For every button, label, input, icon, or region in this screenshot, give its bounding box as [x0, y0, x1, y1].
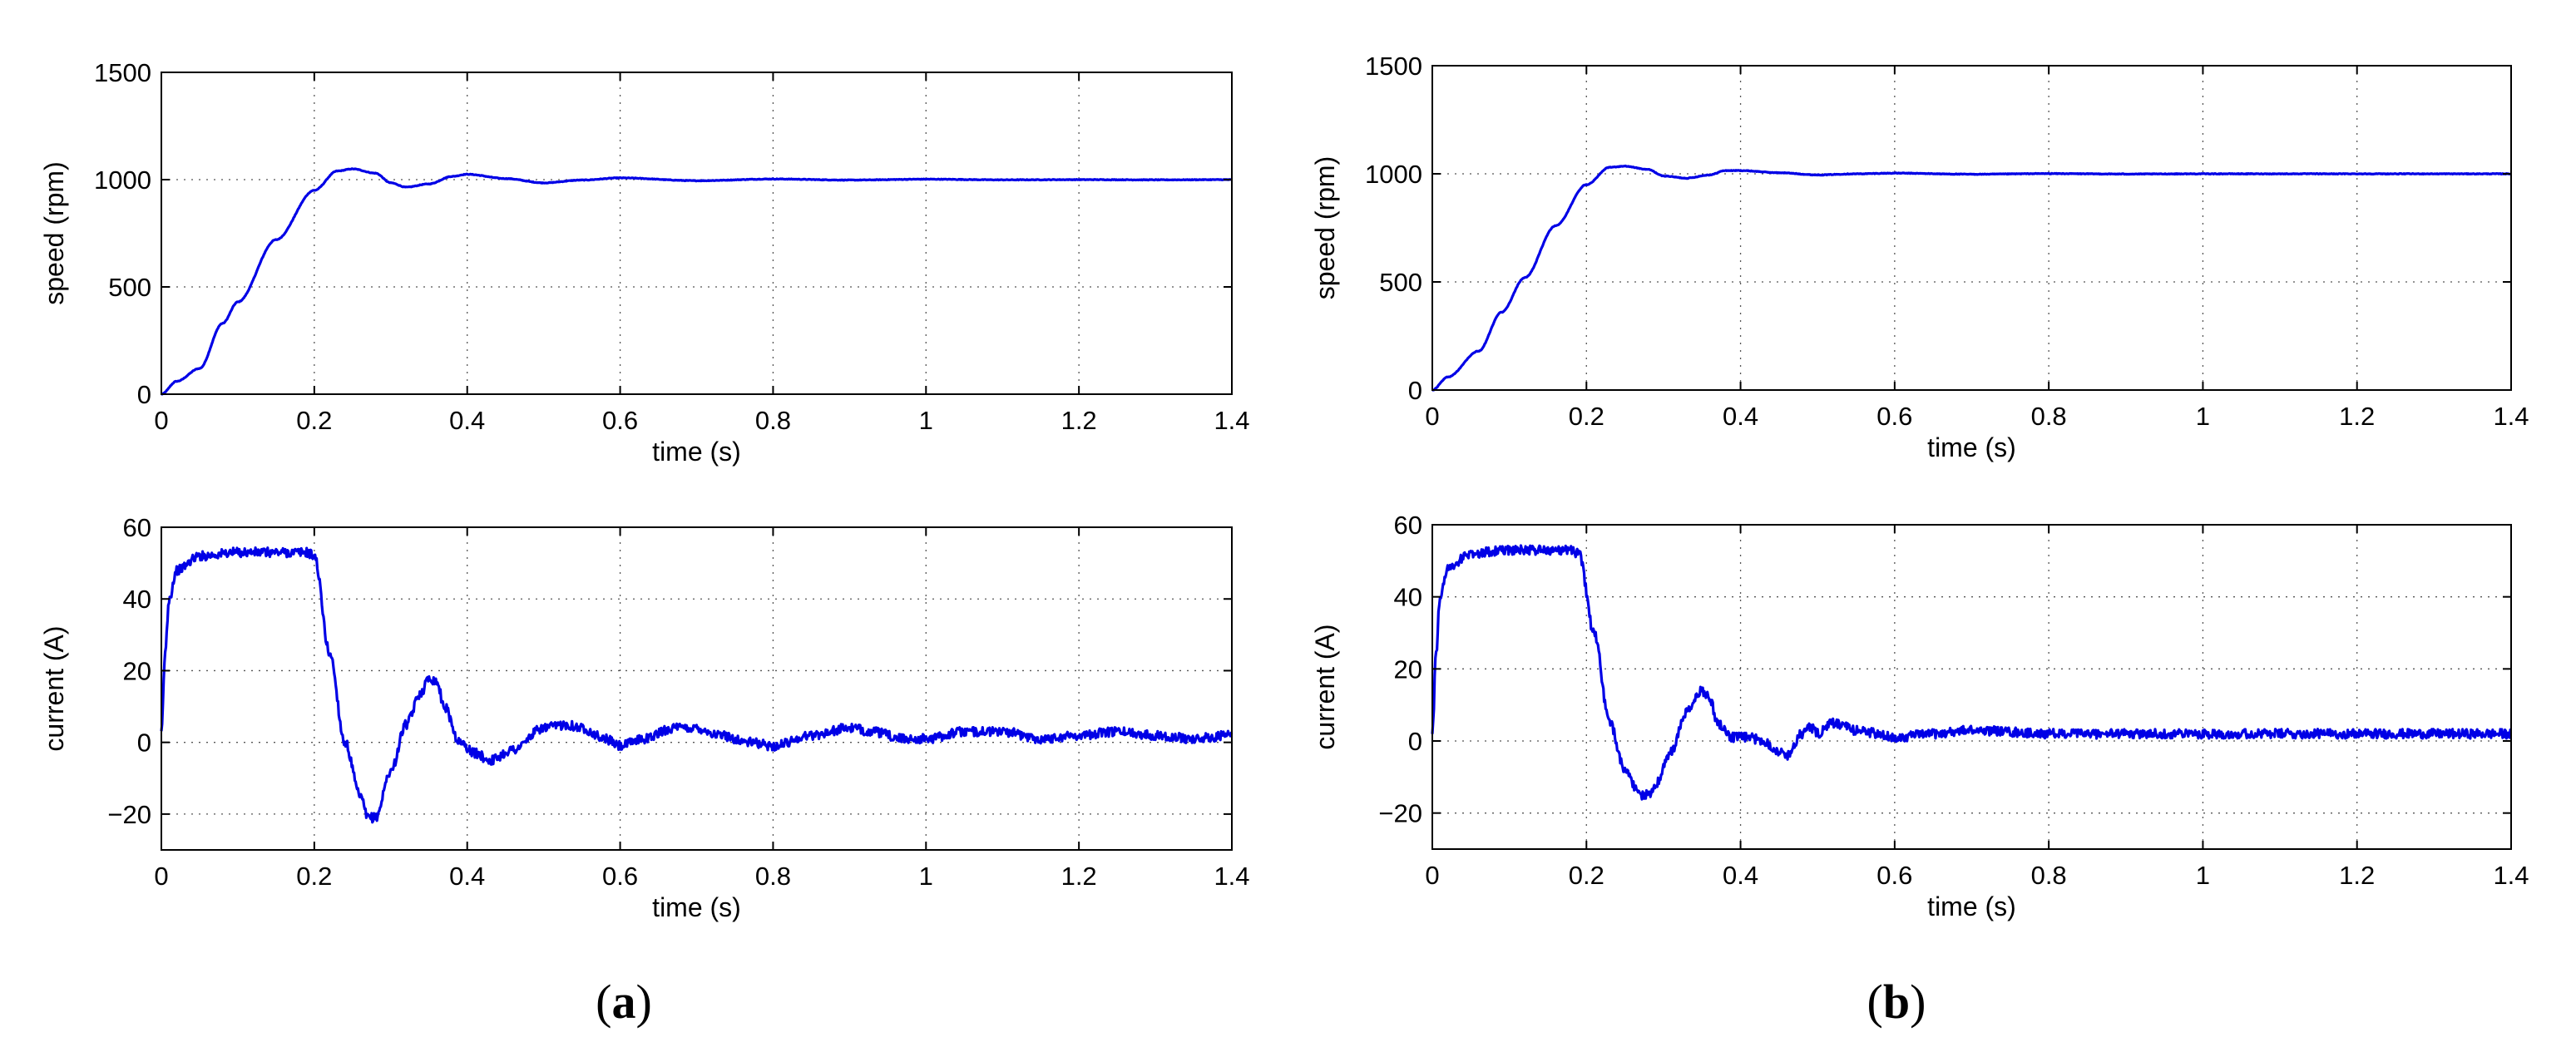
y-tick-label: 0: [137, 380, 151, 409]
x-tick-label: 0.6: [602, 406, 638, 435]
y-axis-label: current (A): [1310, 624, 1340, 749]
x-tick-label: 0.2: [296, 406, 332, 435]
series-line: [161, 167, 1233, 396]
plot-frame: [161, 526, 1233, 851]
x-axis-label: time (s): [652, 437, 741, 467]
x-tick-label: 0: [154, 406, 168, 435]
x-axis-label: time (s): [1927, 892, 2016, 921]
y-tick-label: −20: [1378, 799, 1422, 828]
x-tick-label: 0.8: [755, 862, 791, 891]
plot-frame: [161, 72, 1233, 395]
x-tick-label: 0: [1425, 861, 1439, 890]
panel-b-current-plot: 0 0.2 0.4 0.6 0.8 1 1.2 1.4 −20 0 20 40 60 time (s) cu…: [1310, 511, 2529, 921]
x-tick-label: 0.8: [2031, 861, 2067, 890]
y-tick-label: 0: [137, 729, 151, 758]
x-tick-label: 1.2: [2339, 402, 2375, 431]
y-tick-label: 500: [108, 273, 151, 302]
y-tick-label: 0: [1408, 376, 1422, 405]
x-tick-label: 1: [919, 862, 933, 891]
x-tick-label: 0.2: [1569, 861, 1604, 890]
y-tick-label: 40: [123, 585, 151, 614]
y-tick-label: 1500: [1365, 52, 1422, 81]
panel-b-speed-plot: 0 0.2 0.4 0.6 0.8 1 1.2 1.4 0 500 1000 1500 time (s)…: [1310, 52, 2529, 462]
x-tick-label: 0.6: [1876, 402, 1912, 431]
plot-frame: [1431, 524, 2512, 850]
x-axis-label: time (s): [1927, 432, 2016, 462]
y-axis-label: speed (rpm): [39, 161, 69, 305]
y-tick-label: 500: [1379, 268, 1422, 297]
y-tick-label: −20: [107, 800, 151, 829]
x-tick-label: 1: [2196, 402, 2210, 431]
x-axis-label: time (s): [652, 892, 741, 922]
x-tick-label: 0.4: [449, 406, 485, 435]
y-tick-label: 40: [1394, 583, 1422, 612]
y-tick-label: 1000: [1365, 160, 1422, 189]
series-line: [1431, 164, 2512, 392]
y-tick-label: 1500: [94, 58, 151, 87]
series-line: [1431, 544, 2512, 801]
y-tick-label: 60: [1394, 511, 1422, 540]
x-tick-label: 0: [154, 862, 168, 891]
panel-label-a: (a): [596, 975, 652, 1029]
panel-a-speed-plot: 0 0.2 0.4 0.6 0.8 1 1.2 1.4 0 500 1000 1500 time (s)…: [39, 58, 1250, 467]
x-tick-label: 1: [919, 406, 933, 435]
x-tick-label: 1: [2196, 861, 2210, 890]
y-tick-label: 20: [123, 656, 151, 685]
x-tick-label: 0.8: [755, 406, 791, 435]
x-tick-label: 0.6: [1876, 861, 1912, 890]
x-tick-label: 0: [1425, 402, 1439, 431]
y-tick-label: 60: [123, 513, 151, 542]
panel-label-b: (b): [1867, 975, 1926, 1029]
panel-a-current-plot: 0 0.2 0.4 0.6 0.8 1 1.2 1.4 −20 0 20 40 60 time (s) cu…: [39, 513, 1250, 922]
x-tick-label: 0.2: [1569, 402, 1604, 431]
plot-frame: [1431, 65, 2512, 391]
x-tick-label: 0.8: [2031, 402, 2067, 431]
x-tick-label: 1.2: [1061, 862, 1097, 891]
x-tick-label: 1.4: [2493, 861, 2529, 890]
y-tick-label: 0: [1408, 727, 1422, 756]
x-tick-label: 0.4: [449, 862, 485, 891]
x-tick-label: 1.2: [1061, 406, 1097, 435]
x-tick-label: 1.4: [1214, 406, 1249, 435]
y-tick-label: 20: [1394, 654, 1422, 684]
y-tick-label: 1000: [94, 165, 151, 195]
y-axis-label: speed (rpm): [1310, 156, 1340, 300]
x-tick-label: 0.4: [1723, 402, 1758, 431]
x-tick-label: 1.4: [1214, 862, 1249, 891]
x-tick-label: 1.4: [2493, 402, 2529, 431]
x-tick-label: 0.2: [296, 862, 332, 891]
x-tick-label: 1.2: [2339, 861, 2375, 890]
x-tick-label: 0.4: [1723, 861, 1758, 890]
series-line: [160, 546, 1234, 824]
x-tick-label: 0.6: [602, 862, 638, 891]
y-axis-label: current (A): [39, 625, 69, 751]
